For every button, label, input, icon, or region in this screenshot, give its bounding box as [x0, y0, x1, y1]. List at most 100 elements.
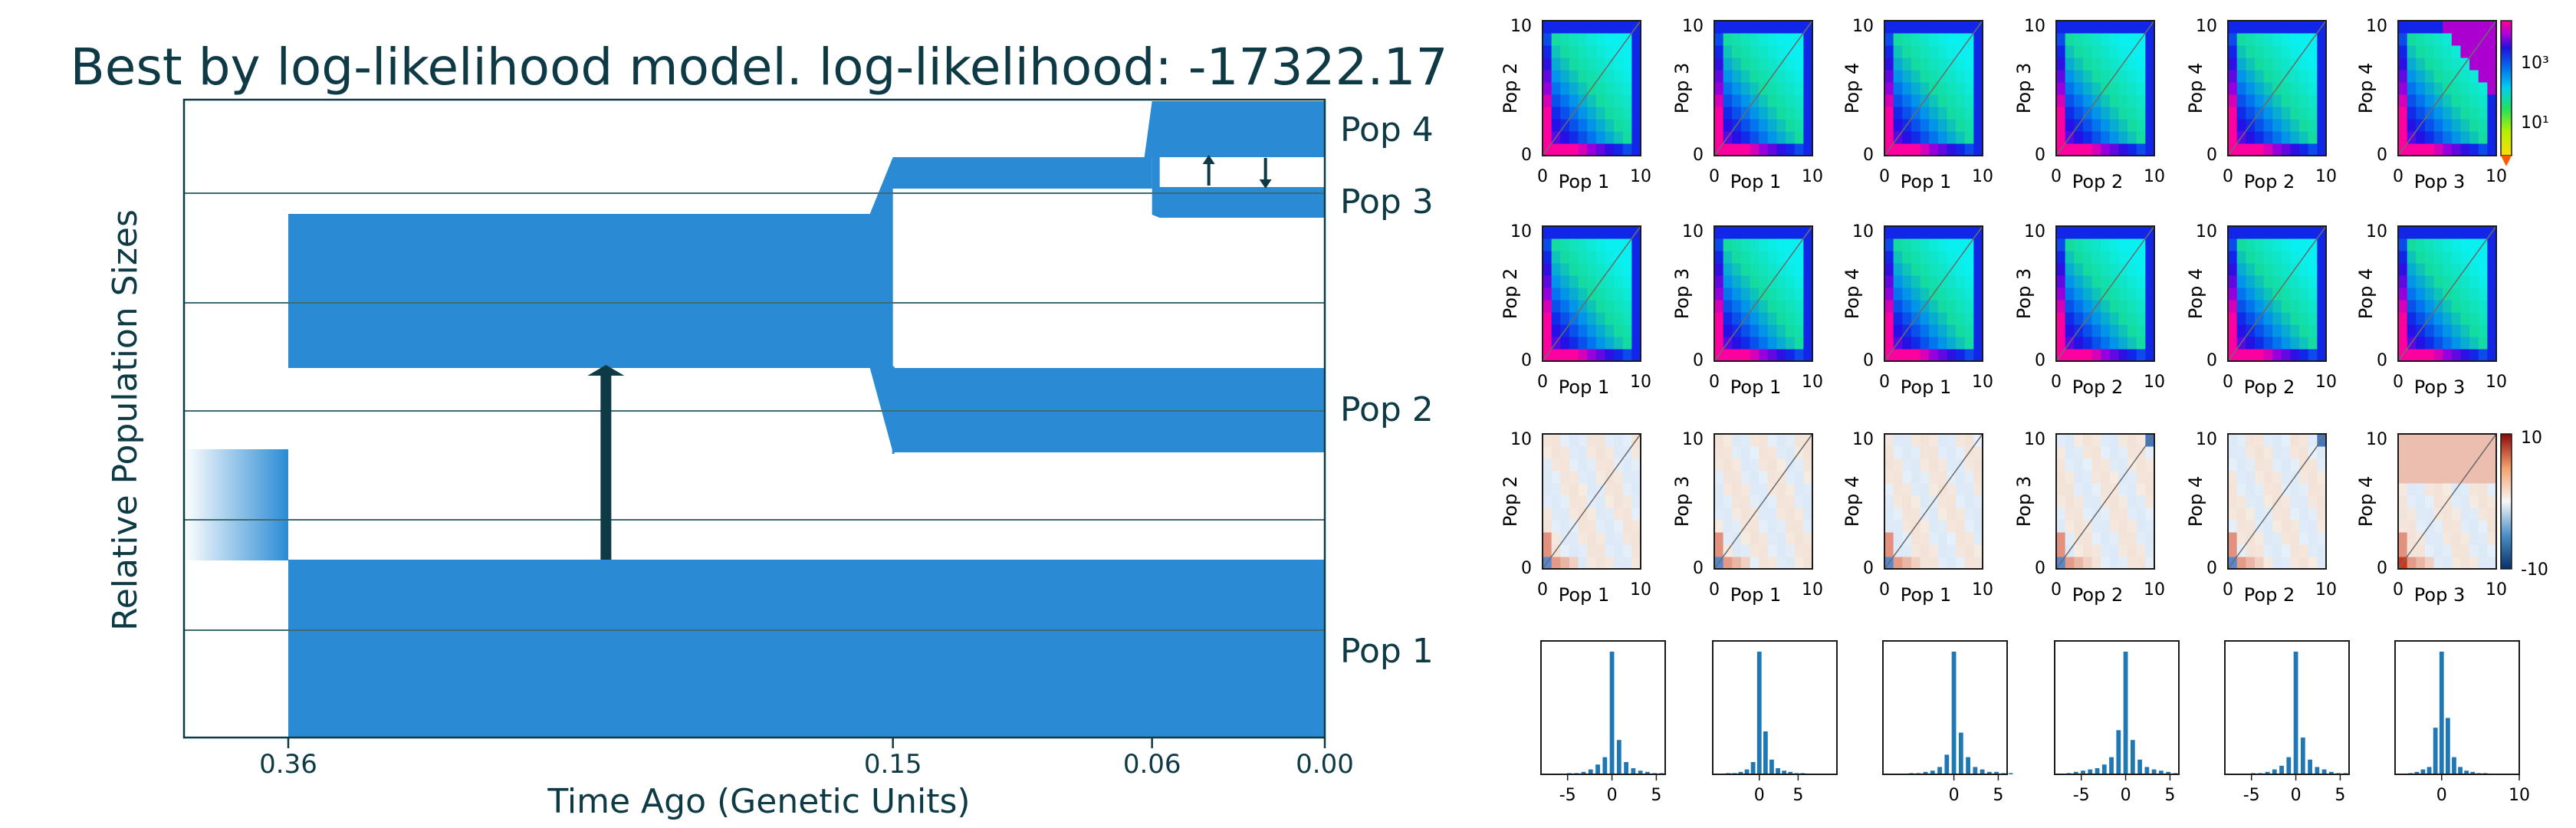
- heatmap-cell: [2074, 131, 2084, 144]
- heatmap-cell: [2101, 226, 2111, 239]
- heatmap-cell: [2487, 520, 2497, 533]
- heatmap-cell: [1622, 349, 1632, 362]
- histogram-bar: [1602, 757, 1608, 774]
- heatmap-cell: [2290, 275, 2300, 288]
- heatmap-cell: [2281, 495, 2291, 508]
- heatmap-cell: [1723, 238, 1733, 251]
- heatmap-cell: [1759, 557, 1769, 570]
- heatmap-cell: [1929, 544, 1939, 557]
- heatmap-cell: [1595, 238, 1605, 251]
- heatmap-cell: [1929, 483, 1939, 496]
- histogram-bar: [1944, 754, 1950, 774]
- heatmap-cell: [1714, 238, 1724, 251]
- heatmap-cell: [1595, 131, 1605, 144]
- heatmap-cell: [2118, 446, 2128, 459]
- heatmap-cell: [2308, 312, 2318, 325]
- heatmap-cell: [1803, 495, 1813, 508]
- heatmap-cell: [2254, 238, 2265, 251]
- heatmap-cell: [1803, 349, 1813, 362]
- heatmap-cell: [1605, 33, 1615, 46]
- heatmap-cell: [2299, 226, 2309, 239]
- heatmap-cell: [2451, 119, 2461, 132]
- heatmap-cell: [1884, 458, 1894, 472]
- heatmap-cell: [1911, 471, 1921, 484]
- heatmap-cell: [1776, 532, 1786, 545]
- heatmap-cell: [2424, 300, 2435, 313]
- heatmap-cell: [2478, 337, 2488, 350]
- heatmap-cell: [1560, 458, 1570, 472]
- heatmap-cell: [2398, 337, 2408, 350]
- heatmap-cell: [1723, 45, 1733, 58]
- heatmap-cell: [2460, 544, 2470, 557]
- heatmap-cell: [1631, 275, 1641, 288]
- heatmap-cell: [1605, 337, 1615, 350]
- heatmap-cell: [2109, 131, 2119, 144]
- histogram-frame: [2054, 640, 2180, 775]
- heatmap-cell: [1884, 300, 1894, 313]
- heatmap-cell: [1560, 275, 1570, 288]
- heatmap-cell: [1560, 557, 1570, 570]
- heatmap-cell: [1956, 119, 1966, 132]
- heatmap-cell: [1740, 45, 1751, 58]
- heatmap-cell: [1767, 238, 1777, 251]
- heatmap-cell: [1929, 275, 1939, 288]
- heatmap-cell: [1803, 446, 1813, 459]
- heatmap-cell: [1750, 483, 1760, 496]
- heatmap-cell: [2101, 70, 2111, 83]
- heatmap-cell: [1551, 471, 1561, 484]
- heatmap-cell: [1732, 300, 1742, 313]
- heatmap-cell: [2299, 238, 2309, 251]
- heatmap-cell: [1776, 483, 1786, 496]
- heatmap-cell: [2074, 520, 2084, 533]
- heatmap-cell: [1767, 263, 1777, 276]
- heatmap-cell: [1786, 324, 1796, 337]
- heatmap-cell: [1956, 557, 1966, 570]
- heatmap-cell: [2236, 70, 2246, 83]
- heatmap-cell: [2263, 544, 2273, 557]
- heatmap-cell: [1893, 119, 1903, 132]
- heatmap-cell: [1759, 544, 1769, 557]
- heatmap-cell: [2236, 508, 2246, 521]
- heatmap-cell: [1956, 288, 1966, 301]
- heatmap-cell: [2065, 45, 2075, 58]
- heatmap-cell: [1911, 119, 1921, 132]
- heatmap-cell: [1937, 446, 1947, 459]
- heatmap-cell: [1964, 471, 1974, 484]
- heatmap-cell: [1614, 131, 1624, 144]
- heatmap-cell: [1786, 275, 1796, 288]
- heatmap-cell: [1902, 337, 1912, 350]
- heatmap-cell: [1569, 119, 1579, 132]
- heatmap-cell: [2281, 349, 2291, 362]
- x-axis-pop-label: Pop 1: [1730, 584, 1781, 606]
- heatmap-cell: [2109, 324, 2119, 337]
- heatmap-cell: [2254, 324, 2265, 337]
- heatmap-cell: [2074, 226, 2084, 239]
- heatmap-cell: [2136, 143, 2146, 156]
- heatmap-cell: [1893, 458, 1903, 472]
- heatmap-cell: [2460, 21, 2470, 34]
- heatmap-cell: [2443, 107, 2453, 120]
- heatmap-cell: [2281, 434, 2291, 447]
- heatmap-cell: [1884, 251, 1894, 264]
- pop3-block: [1152, 187, 1325, 218]
- heatmap-cell: [1964, 58, 1974, 71]
- heatmap-cell: [2398, 107, 2408, 120]
- heatmap-cell: [1937, 119, 1947, 132]
- x-axis-pop-label: Pop 1: [1901, 376, 1951, 398]
- heatmap-cell: [1884, 119, 1894, 132]
- heatmap-cell: [2398, 70, 2408, 83]
- heatmap-cell: [2317, 275, 2327, 288]
- heatmap-cell: [1723, 483, 1733, 496]
- heatmap-cell: [1605, 520, 1615, 533]
- heatmap-cell: [2416, 275, 2426, 288]
- heatmap-cell: [1893, 495, 1903, 508]
- histogram-bar: [2088, 769, 2093, 774]
- heatmap-cell: [2246, 94, 2256, 107]
- heatmap-cell: [2433, 226, 2443, 239]
- heatmap-cell: [2478, 458, 2488, 472]
- heatmap-cell: [1920, 532, 1930, 545]
- y-tick-min: 0: [1863, 351, 1874, 370]
- heatmap-cell: [2228, 119, 2238, 132]
- histogram-bar: [1738, 771, 1743, 774]
